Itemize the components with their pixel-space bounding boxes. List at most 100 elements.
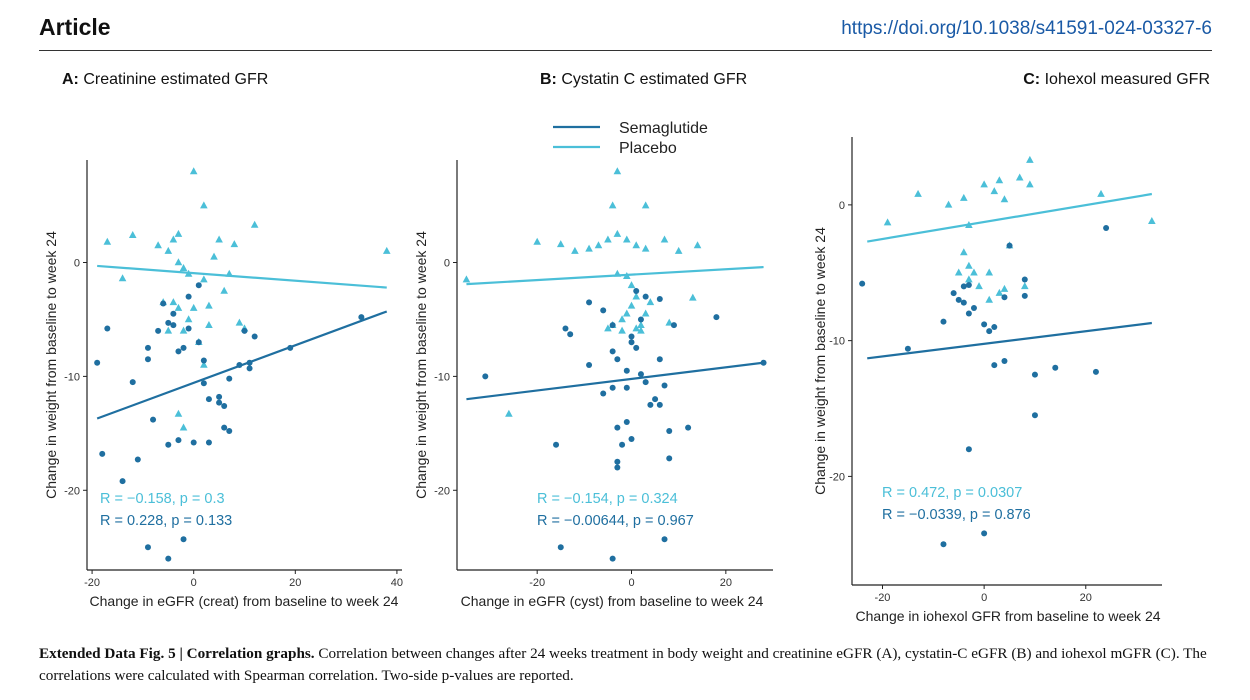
semaglutide-point	[628, 436, 635, 443]
x-axis-label: Change in eGFR (cyst) from baseline to w…	[461, 593, 764, 609]
placebo-point	[608, 201, 617, 209]
semaglutide-point	[1021, 292, 1028, 299]
semaglutide-point	[656, 295, 663, 302]
x-tick-label: 40	[391, 577, 403, 589]
semaglutide-point	[1092, 368, 1099, 375]
y-tick-label: -10	[64, 371, 80, 383]
semaglutide-point	[1031, 371, 1038, 378]
semaglutide-point	[165, 319, 172, 326]
semaglutide-point	[991, 362, 998, 369]
semaglutide-point	[633, 287, 640, 294]
placebo-point	[995, 176, 1004, 184]
y-tick-label: -20	[829, 471, 845, 483]
placebo-point	[1097, 189, 1105, 197]
semaglutide-point	[628, 333, 635, 340]
panel-b-plot: -20 0 20 0 -10 -20 Change in eGFR (cyst) from …	[413, 160, 773, 609]
semaglutide-point	[965, 310, 972, 317]
placebo-point	[1026, 180, 1034, 188]
y-tick-label: 0	[74, 258, 80, 270]
placebo-point	[103, 237, 112, 245]
semaglutide-point	[661, 536, 668, 543]
semaglutide-point	[170, 322, 177, 329]
semaglutide-point	[200, 357, 207, 364]
semaglutide-point	[614, 458, 621, 465]
semaglutide-point	[619, 441, 626, 448]
semaglutide-point	[960, 299, 967, 306]
semaglutide-point	[981, 530, 988, 537]
placebo-regression-line	[97, 264, 387, 289]
x-tick-label: 20	[1080, 592, 1092, 604]
semaglutide-point	[175, 437, 182, 444]
semaglutide-point	[226, 375, 233, 382]
placebo-point	[533, 237, 541, 245]
placebo-point	[693, 241, 702, 249]
semaglutide-point	[557, 544, 564, 551]
placebo-point	[250, 220, 259, 228]
panel-a-title: A: Creatinine estimated GFR	[62, 71, 268, 89]
correlation-stat: R = −0.158, p = 0.3	[100, 491, 225, 507]
placebo-point	[660, 235, 669, 243]
placebo-point	[985, 268, 994, 276]
semaglutide-point	[170, 310, 177, 317]
semaglutide-point	[119, 478, 126, 485]
placebo-point	[1000, 195, 1009, 203]
placebo-point	[1015, 173, 1024, 181]
doi-link[interactable]: https://doi.org/10.1038/s41591-024-03327…	[841, 18, 1212, 39]
placebo-series	[867, 155, 1156, 303]
header-divider	[39, 50, 1212, 51]
placebo-point	[200, 201, 208, 209]
semaglutide-point	[165, 441, 172, 448]
semaglutide-point	[652, 396, 659, 403]
placebo-point	[641, 244, 650, 252]
placebo-point	[627, 281, 636, 289]
legend: Semaglutide Placebo	[553, 120, 708, 157]
placebo-point	[189, 303, 198, 311]
semaglutide-point	[246, 365, 253, 372]
semaglutide-point	[904, 345, 911, 352]
x-tick-label: -20	[529, 577, 545, 589]
panel-c-name: Iohexol measured GFR	[1044, 71, 1210, 88]
semaglutide-point	[1052, 364, 1059, 371]
semaglutide-point	[94, 359, 101, 366]
semaglutide-point	[666, 455, 673, 462]
semaglutide-regression-line	[466, 361, 764, 401]
semaglutide-point	[713, 314, 720, 321]
x-tick-label: 0	[628, 577, 634, 589]
y-tick-label: 0	[839, 200, 845, 212]
placebo-point	[665, 318, 674, 326]
semaglutide-point	[144, 344, 151, 351]
x-axis-label: Change in iohexol GFR from baseline to w…	[855, 608, 1160, 624]
placebo-regression-line	[466, 265, 764, 286]
semaglutide-point	[216, 399, 223, 406]
semaglutide-point	[685, 424, 692, 431]
semaglutide-point	[955, 296, 962, 303]
semaglutide-point	[859, 280, 866, 287]
placebo-point	[174, 229, 183, 237]
placebo-point	[632, 292, 641, 300]
semaglutide-regression-line	[96, 310, 388, 420]
placebo-point	[174, 258, 183, 266]
semaglutide-point	[567, 331, 574, 338]
semaglutide-point	[656, 401, 663, 408]
y-axis-label: Change in weight from baseline to week 2…	[812, 227, 828, 495]
semaglutide-point	[482, 373, 489, 380]
panel-b-name: Cystatin C estimated GFR	[561, 71, 748, 88]
placebo-point	[1000, 284, 1009, 292]
placebo-point	[914, 189, 922, 197]
semaglutide-point	[614, 424, 621, 431]
placebo-point	[970, 268, 978, 276]
placebo-series	[97, 167, 391, 431]
semaglutide-point	[637, 371, 644, 378]
semaglutide-point	[586, 362, 593, 368]
semaglutide-point	[628, 339, 635, 346]
placebo-point	[944, 200, 953, 208]
placebo-point	[618, 315, 626, 323]
panel-c-plot: -20 0 20 0 -10 -20 Change in iohexol GFR from …	[812, 137, 1162, 624]
placebo-point	[622, 309, 631, 317]
semaglutide-point	[670, 322, 677, 329]
placebo-point	[164, 326, 173, 334]
placebo-point	[462, 275, 471, 283]
placebo-point	[641, 309, 650, 317]
correlation-stat: R = 0.472, p = 0.0307	[882, 485, 1022, 501]
semaglutide-point	[940, 318, 947, 325]
